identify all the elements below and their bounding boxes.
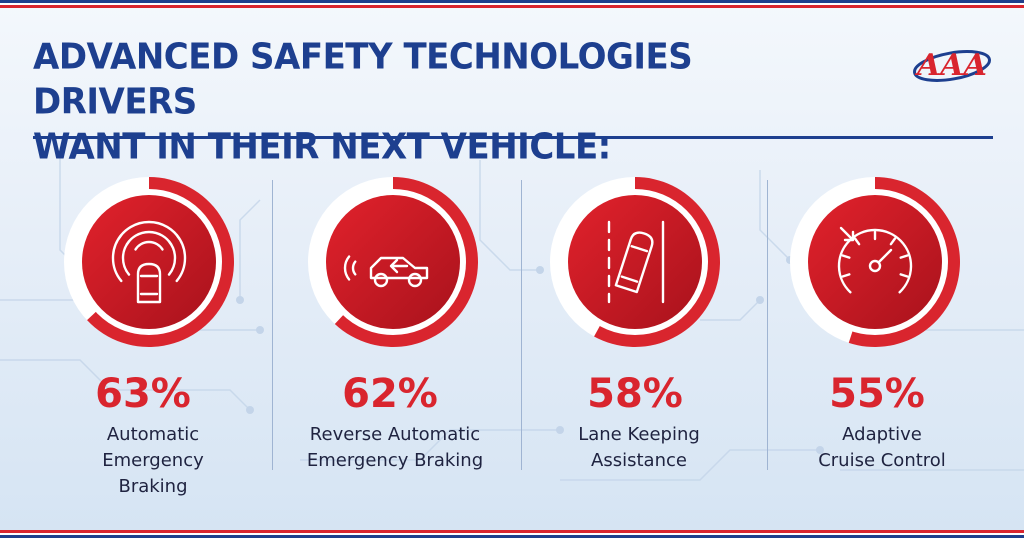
stat-value: 63% <box>95 371 191 417</box>
column-divider <box>767 180 768 470</box>
stat-value: 58% <box>587 371 683 417</box>
lane-keeping-icon <box>607 220 665 304</box>
top-stripe <box>0 0 1024 8</box>
column-divider <box>521 180 522 470</box>
reverse-braking-car-icon <box>343 255 429 288</box>
stat-label: Automatic Emergency Braking <box>102 424 204 497</box>
automatic-emergency-braking-icon <box>111 220 187 304</box>
inner-disc <box>82 195 216 329</box>
column-divider <box>272 180 273 470</box>
bottom-stripe <box>0 530 1024 538</box>
stat-label: Lane Keeping Assistance <box>578 424 700 471</box>
stat-value: 55% <box>829 371 925 417</box>
stat-label: Reverse Automatic Emergency Braking <box>306 424 484 471</box>
inner-disc <box>326 195 460 329</box>
svg-text:AAA: AAA <box>914 48 987 83</box>
speedometer-icon <box>837 226 913 294</box>
stat-value: 62% <box>342 371 438 417</box>
inner-disc <box>568 195 702 329</box>
stat-label: Adaptive Cruise Control <box>818 424 946 471</box>
page-title: ADVANCED SAFETY TECHNOLOGIES DRIVERS WAN… <box>33 35 693 169</box>
title-underline <box>33 136 993 139</box>
aaa-logo: AAA <box>913 48 991 83</box>
